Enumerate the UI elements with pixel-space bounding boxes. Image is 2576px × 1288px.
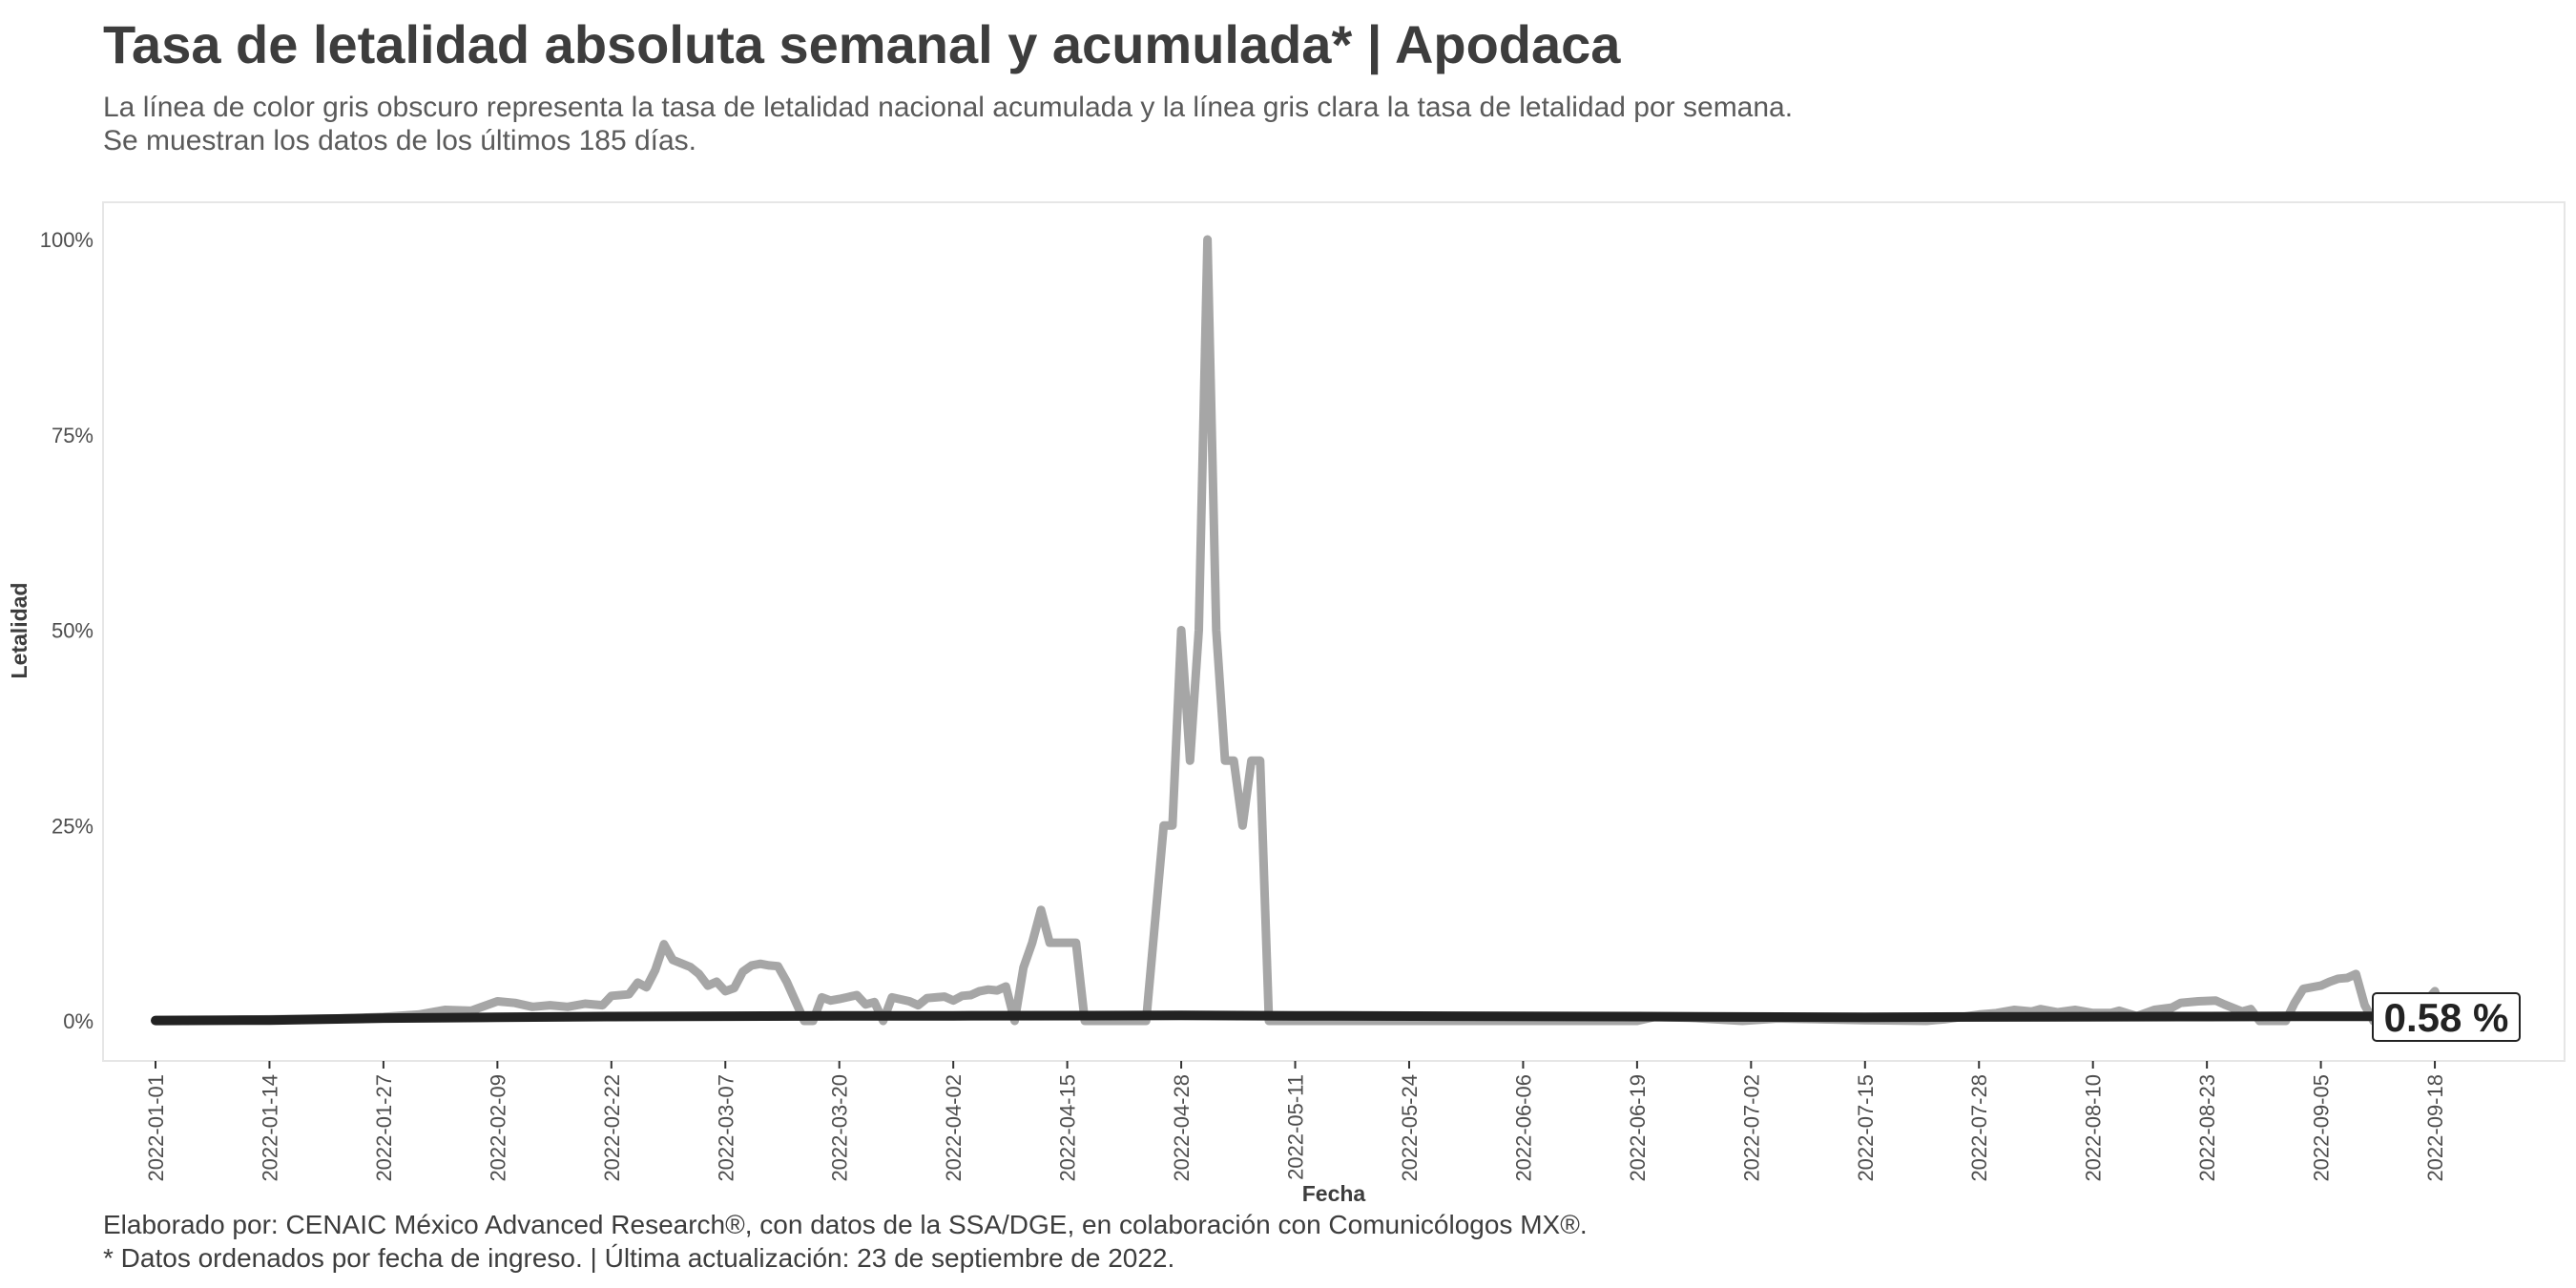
- x-tick-label: 2022-04-02: [942, 1074, 966, 1182]
- x-tick-label: 2022-05-24: [1398, 1074, 1422, 1182]
- plot-panel: [102, 201, 2566, 1062]
- y-tick-label: 0%: [63, 1009, 93, 1033]
- x-tick-label: 2022-01-14: [258, 1074, 281, 1182]
- x-axis: 2022-01-01 2022-01-14 2022-01-27 2022-02-09…: [144, 1061, 2447, 1182]
- y-axis-label: Letalidad: [7, 583, 31, 679]
- end-value-callout: 0.58 %: [2372, 992, 2521, 1042]
- x-tick-label: 2022-01-27: [372, 1074, 396, 1182]
- y-axis: 0% 25% 50% 75% 100%: [40, 228, 93, 1033]
- x-tick-label: 2022-02-09: [486, 1074, 509, 1182]
- x-tick-label: 2022-05-11: [1284, 1074, 1308, 1180]
- chart-title: Tasa de letalidad absoluta semanal y acu…: [103, 14, 1621, 74]
- end-value-label: 0.58 %: [2384, 995, 2509, 1040]
- chart-subtitle-line-2: Se muestran los datos de los últimos 185…: [103, 125, 697, 156]
- caption-note: * Datos ordenados por fecha de ingreso. …: [103, 1243, 1175, 1273]
- cumulative-lethality-line: [151, 1010, 2483, 1026]
- x-tick-label: 2022-02-22: [600, 1074, 624, 1182]
- caption-credits: Elaborado por: CENAIC México Advanced Re…: [103, 1210, 1588, 1239]
- y-tick-label: 75%: [52, 424, 93, 447]
- x-tick-label: 2022-08-23: [2195, 1074, 2219, 1182]
- end-value-box: [2372, 992, 2521, 1042]
- y-tick-label: 25%: [52, 814, 93, 838]
- x-tick-label: 2022-06-19: [1626, 1074, 1650, 1182]
- x-axis-label: Fecha: [1302, 1181, 1366, 1206]
- x-tick-label: 2022-03-07: [714, 1074, 737, 1182]
- x-tick-label: 2022-04-15: [1056, 1074, 1080, 1182]
- x-tick-label: 2022-04-28: [1170, 1074, 1194, 1182]
- x-tick-label: 2022-07-15: [1854, 1074, 1878, 1182]
- y-tick-label: 50%: [52, 619, 93, 643]
- x-tick-label: 2022-09-05: [2310, 1074, 2334, 1182]
- x-tick-label: 2022-08-10: [2082, 1074, 2106, 1182]
- x-tick-label: 2022-06-06: [1511, 1074, 1535, 1182]
- chart-subtitle-line-1: La línea de color gris obscuro represent…: [103, 92, 1794, 123]
- x-tick-label: 2022-01-01: [144, 1074, 168, 1182]
- x-tick-label: 2022-07-28: [1967, 1074, 1991, 1182]
- y-tick-label: 100%: [40, 228, 93, 252]
- x-tick-label: 2022-03-20: [828, 1074, 852, 1182]
- x-tick-label: 2022-07-02: [1739, 1074, 1763, 1182]
- x-tick-label: 2022-09-18: [2423, 1074, 2447, 1182]
- weekly-lethality-line: [151, 235, 2483, 1026]
